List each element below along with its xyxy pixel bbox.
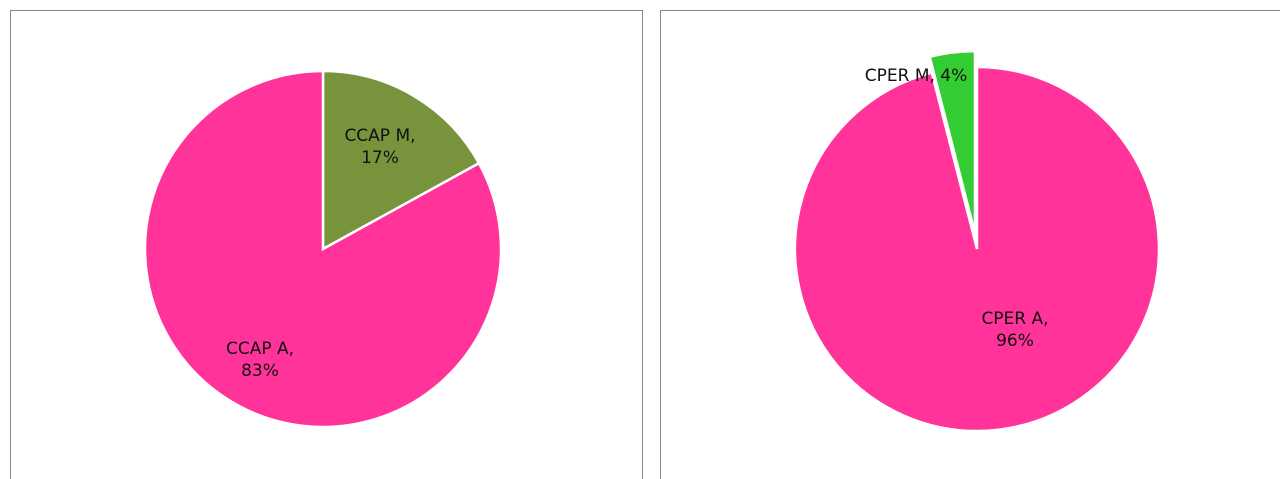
data-label: CPER A, 96% [981, 309, 1049, 351]
pie-slice [143, 69, 503, 429]
chart-panel [660, 10, 1280, 479]
data-label: CCAP M, 17% [344, 126, 416, 168]
pie-slice [793, 65, 1161, 433]
data-label: CPER M, 4% [864, 66, 968, 86]
pie-slice [321, 69, 481, 252]
pie-slice [928, 49, 977, 234]
data-label: CCAP A, 83% [225, 339, 295, 381]
chart-panel [10, 10, 643, 479]
